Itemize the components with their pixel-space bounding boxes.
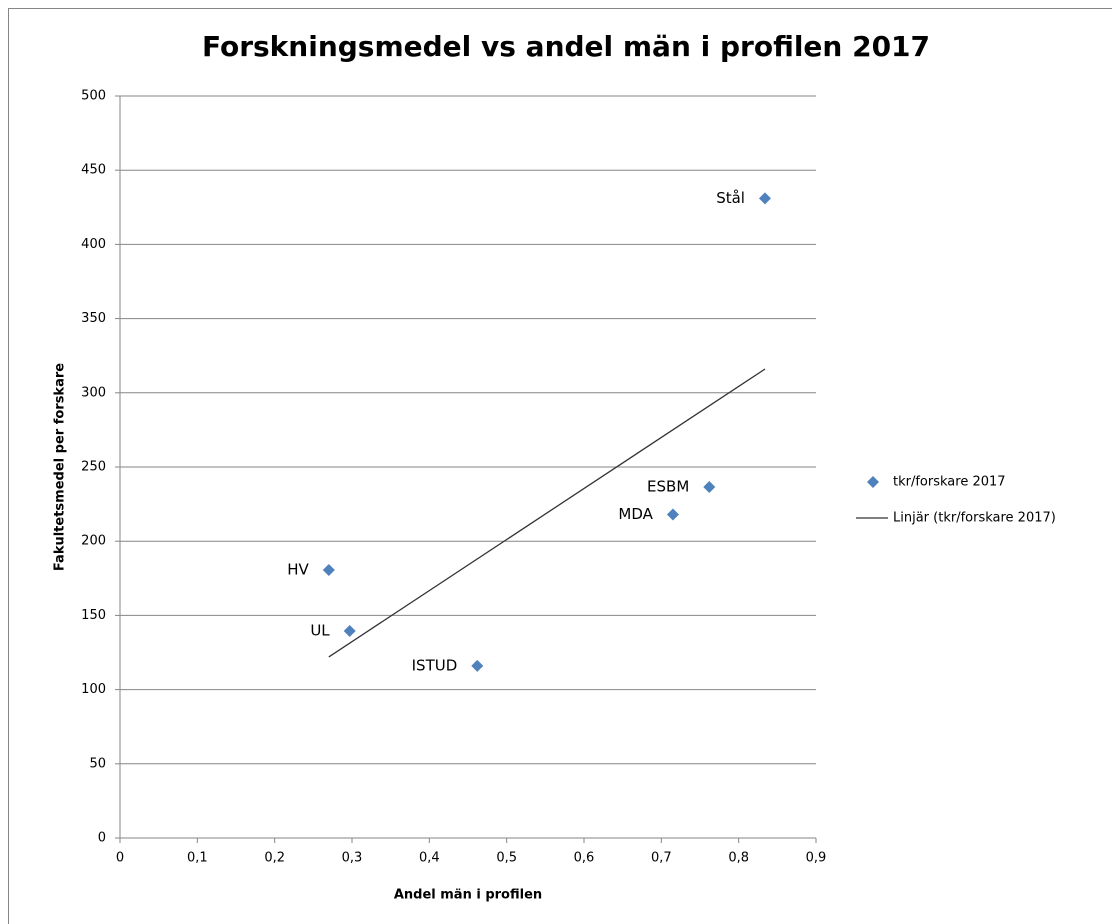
data-point xyxy=(343,624,356,637)
data-point xyxy=(703,481,716,494)
x-tick-label: 0,6 xyxy=(574,851,595,866)
x-tick-label: 0,3 xyxy=(342,851,363,866)
chart-title: Forskningsmedel vs andel män i profilen … xyxy=(202,30,930,63)
y-axis-label: Fakultetsmedel per forskare xyxy=(53,363,68,571)
y-tick-label: 150 xyxy=(81,608,106,623)
x-tick-label: 0,8 xyxy=(728,851,749,866)
data-label: MDA xyxy=(618,505,653,523)
y-tick-label: 450 xyxy=(81,163,106,178)
y-tick-label: 500 xyxy=(81,89,106,104)
x-tick-label: 0,2 xyxy=(264,851,285,866)
data-label: UL xyxy=(310,621,330,639)
data-point xyxy=(666,508,679,521)
data-label: HV xyxy=(287,560,309,578)
y-tick-label: 350 xyxy=(81,311,106,326)
y-tick-label: 0 xyxy=(98,831,106,846)
y-tick-label: 300 xyxy=(81,385,106,400)
trend-line xyxy=(328,368,766,658)
y-tick-label: 200 xyxy=(81,534,106,549)
y-tick-label: 250 xyxy=(81,460,106,475)
legend-label: tkr/forskare 2017 xyxy=(893,475,1006,490)
data-point xyxy=(471,659,484,672)
y-tick-label: 400 xyxy=(81,237,106,252)
chart-frame xyxy=(8,8,1112,924)
legend-label: Linjär (tkr/forskare 2017) xyxy=(893,511,1056,526)
data-point xyxy=(322,563,335,576)
y-tick-label: 100 xyxy=(81,682,106,697)
data-label: ISTUD xyxy=(412,656,458,674)
x-tick-label: 0,9 xyxy=(806,851,827,866)
x-tick-label: 0 xyxy=(116,851,124,866)
data-label: ESBM xyxy=(647,478,689,496)
x-tick-label: 0,1 xyxy=(187,851,208,866)
y-tick-label: 50 xyxy=(89,756,106,771)
x-tick-label: 0,7 xyxy=(651,851,672,866)
x-axis-label: Andel män i profilen xyxy=(394,888,542,903)
data-label: Stål xyxy=(716,189,745,207)
legend-marker xyxy=(867,476,879,488)
x-tick-label: 0,4 xyxy=(419,851,440,866)
x-tick-label: 0,5 xyxy=(496,851,517,866)
data-point xyxy=(758,192,771,205)
